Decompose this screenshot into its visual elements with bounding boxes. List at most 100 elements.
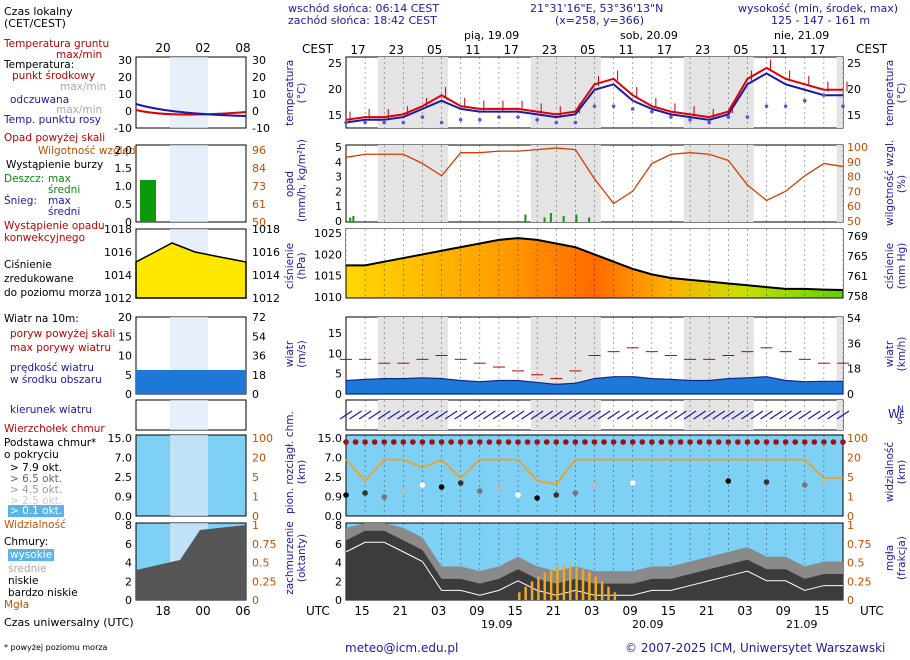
left-pressure-area <box>135 242 247 299</box>
cest-label-right: CEST <box>856 42 887 56</box>
dewpoint-dot <box>478 118 482 122</box>
utc-hour-label: 03 <box>584 604 599 618</box>
dewpoint-dot <box>688 118 692 122</box>
wind-arrow <box>664 410 678 420</box>
left-tick-precip: 2.0 <box>115 144 133 157</box>
precip-bar <box>524 214 527 222</box>
left-tick-fog: 1 <box>252 519 259 532</box>
left-tick-visibility: 0 <box>252 510 259 523</box>
precip-bar <box>549 213 552 222</box>
cloud-base-dot <box>477 488 483 494</box>
legend-gust-max: max porywy wiatru <box>10 342 112 354</box>
legend-gust-above: poryw powyżej skali <box>10 328 116 340</box>
utc-hour-label: 21 <box>393 604 408 618</box>
wind-arrow <box>616 410 630 420</box>
tick-fog: 0 <box>847 594 854 607</box>
dewpoint-dot <box>630 107 635 111</box>
wind-arrow <box>741 410 754 420</box>
wind-arrow <box>416 410 429 420</box>
tick-pressure-mmhg: 758 <box>847 290 868 303</box>
wind-arrow <box>578 410 592 420</box>
tick-precip: 4 <box>335 156 342 169</box>
left-tick-temperature: 20 <box>118 71 132 84</box>
wind-arrow <box>827 410 840 420</box>
dewpoint-dot <box>554 120 559 125</box>
cest-label-left: CEST <box>302 42 333 56</box>
dewpoint-dot <box>497 115 501 119</box>
dewpoint-dot <box>707 120 711 125</box>
wind-arrow <box>511 410 525 420</box>
tick-clouds: 6 <box>335 538 342 551</box>
cloud-top-dot <box>381 439 388 445</box>
dir-letter-e: E <box>899 411 905 421</box>
wind-arrow <box>540 410 554 420</box>
tick-cloudbase: 0.9 <box>325 491 343 504</box>
legend-okt-01: > 0.1 okt. <box>8 505 65 517</box>
wind-arrow <box>559 410 573 420</box>
tick-temperature-right: 20 <box>847 83 861 96</box>
cloud-top-dot <box>725 439 732 445</box>
wind-arrow <box>463 410 477 420</box>
day-label-2: sob, 20.09 <box>620 29 678 42</box>
wind-arrow <box>377 410 391 420</box>
legend-cloud-base: Podstawa chmur* o pokryciu <box>4 437 97 461</box>
tick-visibility: 1 <box>847 491 854 504</box>
cest-hour-label: 11 <box>772 43 787 57</box>
dewpoint-dot <box>822 93 826 98</box>
cest-hour-label: 17 <box>350 43 365 57</box>
legend-cloud-mid: średnie <box>8 563 47 575</box>
left-tick-precip: 0.5 <box>115 198 133 211</box>
cloud-low-area <box>346 530 843 600</box>
legend-snow-max: max <box>48 195 71 207</box>
left-tick-cloudbase: 0.9 <box>115 491 133 504</box>
tick-visibility: 5 <box>847 471 854 484</box>
cloud-base-dot <box>572 490 579 496</box>
tick-temperature: 25 <box>328 57 342 70</box>
cloud-top-dot <box>591 439 598 445</box>
legend-felt: odczuwana <box>10 94 70 106</box>
left-tick-humidity: 61 <box>252 198 266 211</box>
cloud-top-dot <box>457 439 464 445</box>
left-tick-temperature-right: 20 <box>252 71 266 84</box>
left-wind-area <box>136 370 246 394</box>
legend-temp-maxmin: max/min <box>60 81 107 93</box>
dewpoint-dot <box>420 115 425 119</box>
left-tick-pressure: 1014 <box>104 269 132 282</box>
fog-bar <box>549 568 553 600</box>
tick-fog: 0.25 <box>847 575 872 588</box>
cloud-base-dot <box>763 479 770 485</box>
cloud-base-dot <box>381 494 388 500</box>
tick-pressure: 1015 <box>314 270 342 283</box>
cloud-top-dot <box>754 439 760 445</box>
tick-fog: 0.5 <box>847 557 865 570</box>
left-tick-visibility: 100 <box>252 432 273 445</box>
cloud-base-dot <box>801 482 808 488</box>
footer-email[interactable]: meteo@icm.edu.pl <box>345 641 459 655</box>
tick-precip: 5 <box>335 141 342 154</box>
wind-arrow <box>721 410 735 420</box>
wind-arrow <box>798 410 812 420</box>
cloud-top-dot <box>763 439 770 445</box>
dewpoint-dot <box>516 115 520 119</box>
cest-hour-label: 23 <box>389 43 404 57</box>
tick-pressure: 1020 <box>314 248 342 261</box>
cest-hour-label: 17 <box>657 43 672 57</box>
cloud-top-dot <box>582 439 588 445</box>
fog-bar <box>530 581 534 600</box>
left-tick-clouds: 0 <box>125 594 132 607</box>
tick-fog: 0.75 <box>847 538 872 551</box>
cloud-top-dot <box>840 439 846 445</box>
legend-precip-occurrence: Wystąpienie opadu konwekcyjnego <box>4 220 105 244</box>
legend-storm: Wystąpienie burzy <box>6 159 104 171</box>
left-tick-clouds: 2 <box>125 575 132 588</box>
tick-cloudbase: 7.0 <box>325 452 343 465</box>
tick-temperature: 15 <box>328 109 342 122</box>
tick-pressure-mmhg: 761 <box>847 270 868 283</box>
visibility-line <box>345 458 843 486</box>
fog-bar <box>581 568 585 600</box>
legend-rain-mid: średni <box>48 184 81 196</box>
tick-wind-kmh: 36 <box>847 337 861 350</box>
wind-arrow <box>655 410 668 420</box>
cloud-base-dot <box>591 482 598 488</box>
cloud-top-dot <box>371 439 378 445</box>
